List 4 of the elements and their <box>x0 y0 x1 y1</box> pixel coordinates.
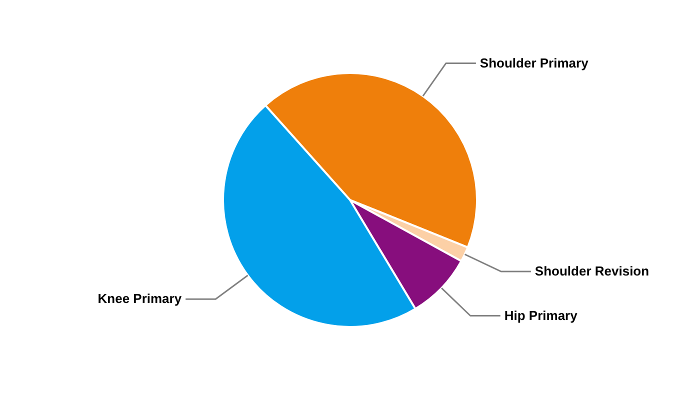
slice-label: Knee Primary <box>98 291 182 306</box>
slice-label: Shoulder Primary <box>480 55 590 70</box>
slice-label: Hip Primary <box>504 308 578 323</box>
slice-label: Shoulder Revision <box>534 263 650 278</box>
